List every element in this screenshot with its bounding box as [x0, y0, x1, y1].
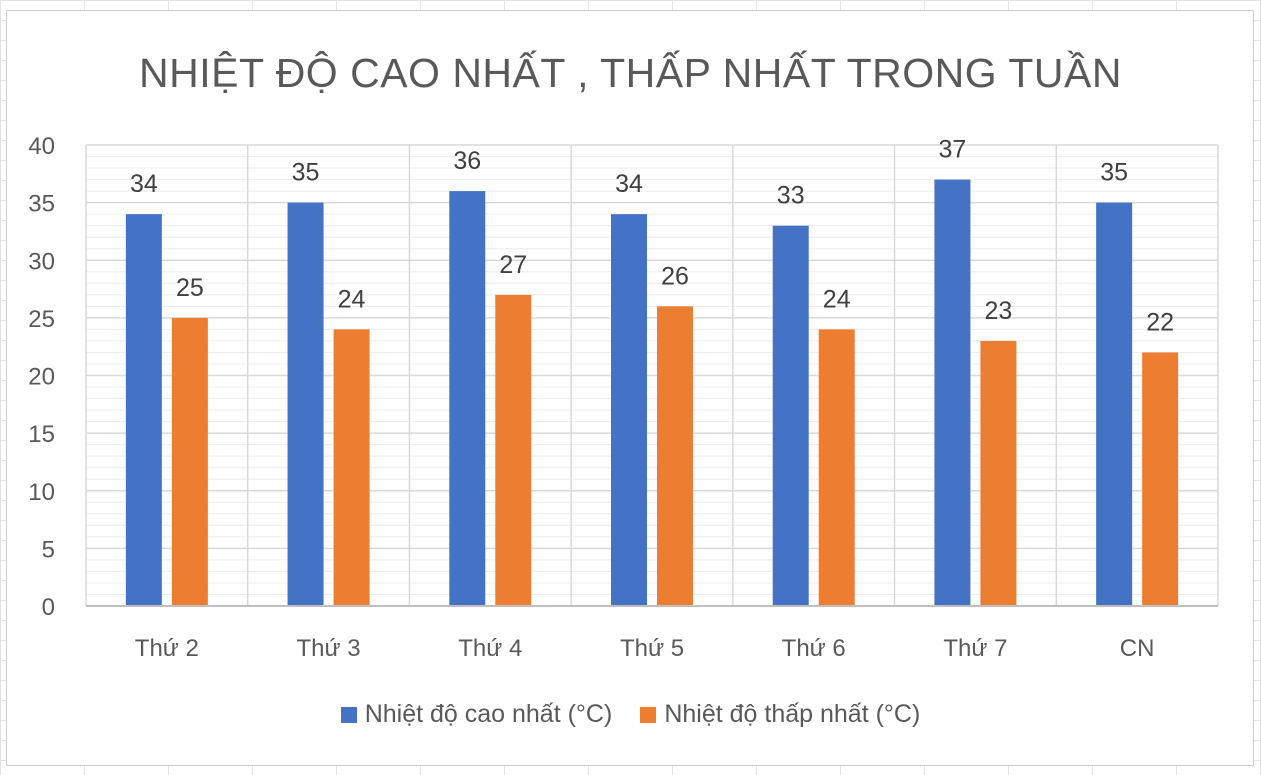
y-tick-label: 5 [42, 536, 55, 563]
bar-high [287, 202, 324, 606]
data-label: 36 [453, 147, 481, 175]
bar-low [980, 340, 1017, 606]
legend-swatch-high [340, 706, 357, 723]
data-label: 33 [777, 182, 805, 210]
bar-high [611, 214, 647, 606]
x-tick-label: Thứ 7 [943, 635, 1007, 662]
y-tick-label: 30 [28, 248, 55, 275]
data-label: 23 [985, 297, 1013, 325]
data-label: 24 [338, 285, 366, 313]
legend-swatch-low [640, 706, 657, 723]
data-label: 26 [661, 262, 689, 290]
y-tick-label: 20 [28, 364, 55, 391]
data-label: 34 [130, 170, 158, 198]
bar-low [171, 317, 208, 606]
bar-high [772, 225, 809, 607]
data-label: 34 [615, 170, 643, 198]
bar-low [657, 306, 693, 606]
y-tick-label: 10 [28, 479, 55, 506]
bar-low [495, 294, 532, 606]
y-tick-label: 15 [28, 421, 55, 448]
x-tick-label: Thứ 6 [782, 635, 846, 662]
bar-high [449, 191, 486, 606]
data-label: 22 [1146, 308, 1174, 336]
x-tick-label: Thứ 3 [297, 635, 361, 662]
legend[interactable]: Nhiệt độ cao nhất (°C) Nhiệt độ thấp nhấ… [0, 700, 1261, 729]
data-label: 25 [176, 274, 204, 302]
bar-high [1096, 202, 1133, 606]
bar-low [818, 329, 855, 606]
bar-low [333, 329, 370, 606]
legend-item-low[interactable]: Nhiệt độ thấp nhất (°C) [640, 700, 920, 729]
data-label: 35 [1100, 159, 1128, 187]
x-tick-label: Thứ 5 [620, 635, 684, 662]
y-tick-label: 40 [28, 133, 55, 160]
y-tick-label: 25 [28, 306, 55, 333]
bar-high [125, 214, 162, 606]
data-label: 37 [939, 136, 967, 164]
data-label: 27 [499, 251, 527, 279]
data-label: 35 [292, 159, 320, 187]
bar-high [934, 179, 971, 606]
x-tick-label: Thứ 4 [458, 635, 522, 662]
legend-label-low: Nhiệt độ thấp nhất (°C) [664, 700, 921, 728]
legend-item-high[interactable]: Nhiệt độ cao nhất (°C) [340, 700, 613, 729]
chart-title[interactable]: NHIỆT ĐỘ CAO NHẤT , THẤP NHẤT TRONG TUẦN [139, 50, 1122, 96]
y-tick-label: 0 [42, 594, 55, 621]
data-label: 24 [823, 285, 851, 313]
y-tick-label: 35 [28, 191, 55, 218]
bar-low [1142, 352, 1179, 606]
x-tick-label: Thứ 2 [135, 635, 199, 662]
x-tick-label: CN [1120, 635, 1155, 662]
legend-label-high: Nhiệt độ cao nhất (°C) [364, 700, 613, 728]
